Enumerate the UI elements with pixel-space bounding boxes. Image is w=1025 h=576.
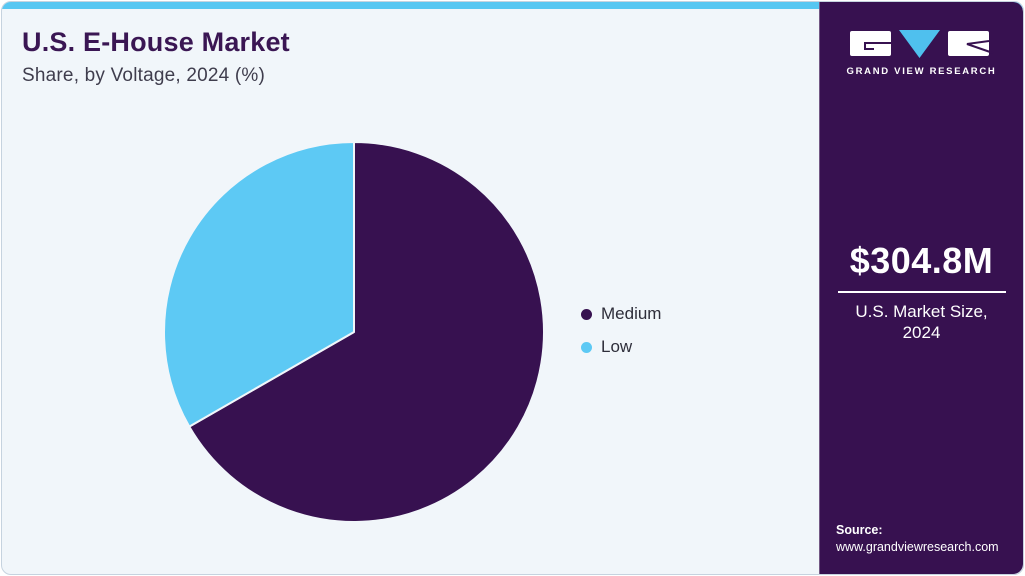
legend-label: Medium [601,304,662,323]
source-label: Source: [836,523,883,537]
top-accent-bar [2,2,1023,9]
market-size-value: $304.8M [837,240,1006,293]
source-block: Source: www.grandviewresearch.com [836,523,999,554]
legend-dot-low [581,341,592,353]
chart-legend: Medium Low [581,304,661,357]
logo-wordmark: GRAND VIEW RESEARCH [846,66,997,77]
gvr-logo: GRAND VIEW RESEARCH [820,28,1023,77]
page-title: U.S. E-House Market [22,27,290,57]
logo-v-triangle [898,30,940,58]
page-subtitle: Share, by Voltage, 2024 (%) [22,64,266,86]
sidebar-panel: GRAND VIEW RESEARCH $304.8M U.S. Market … [819,2,1023,574]
legend-item-medium: Medium [581,304,661,324]
legend-label: Low [601,337,633,356]
legend-item-low: Low [581,337,661,357]
chart-header: U.S. E-House Market Share, by Voltage, 2… [22,27,290,87]
source-url: www.grandviewresearch.com [836,540,999,554]
market-size-block: $304.8M U.S. Market Size, 2024 [820,240,1023,344]
pie-slice-low [163,141,355,428]
market-size-caption: U.S. Market Size, 2024 [855,302,988,343]
gvr-logo-icon [849,30,993,58]
logo-r-stroke [966,40,993,54]
logo-g-stroke [863,42,891,50]
pie-slice-medium [188,141,545,523]
legend-dot-medium [581,308,592,320]
